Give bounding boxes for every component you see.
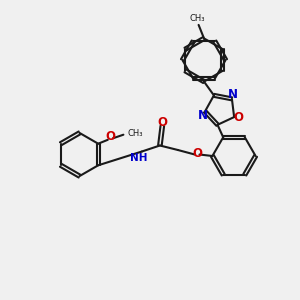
Text: O: O bbox=[105, 130, 115, 143]
Text: N: N bbox=[227, 88, 238, 101]
Text: O: O bbox=[234, 111, 244, 124]
Text: O: O bbox=[157, 116, 167, 129]
Text: N: N bbox=[198, 109, 208, 122]
Text: CH₃: CH₃ bbox=[127, 129, 143, 138]
Text: NH: NH bbox=[130, 153, 148, 163]
Text: CH₃: CH₃ bbox=[190, 14, 205, 23]
Text: O: O bbox=[192, 146, 203, 160]
